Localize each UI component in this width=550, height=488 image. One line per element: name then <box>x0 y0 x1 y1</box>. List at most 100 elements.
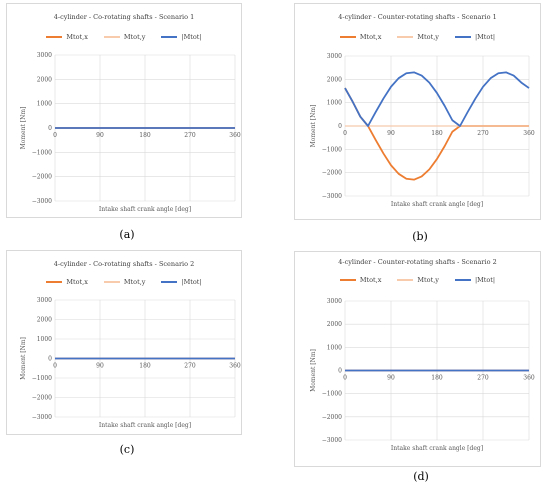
y-tick-label: 3000 <box>37 52 52 59</box>
y-axis-label: Moment [Nm] <box>20 107 27 150</box>
x-tick-label: 360 <box>523 375 535 382</box>
y-tick-label: 3000 <box>37 297 52 304</box>
y-tick-label: −3000 <box>32 414 52 421</box>
chart-panel-d: 4-cylinder - Counter-rotating shafts - S… <box>294 251 541 467</box>
x-tick-label: 180 <box>139 132 151 139</box>
legend-item-mtot-abs: |Mtot| <box>454 276 496 284</box>
legend-label: Mtot,x <box>66 33 88 41</box>
x-tick-label: 0 <box>53 363 57 370</box>
y-tick-label: 0 <box>338 123 342 130</box>
chart-panel-a: 4-cylinder - Co-rotating shafts - Scenar… <box>6 3 242 218</box>
legend-item-mtot-y: Mtot,y <box>103 33 146 41</box>
y-tick-label: 2000 <box>37 317 52 324</box>
y-tick-label: −2000 <box>32 395 52 402</box>
y-tick-label: −3000 <box>322 437 342 444</box>
x-axis-label: Intake shaft crank angle [deg] <box>99 206 191 213</box>
x-tick-label: 270 <box>477 130 489 137</box>
legend-item-mtot-abs: |Mtot| <box>161 33 202 41</box>
legend-item-mtot-x: Mtot,x <box>46 278 88 286</box>
legend-swatch <box>46 36 63 38</box>
y-tick-label: 1000 <box>327 344 342 351</box>
y-tick-label: 2000 <box>327 76 342 83</box>
y-axis-label: Moment [Nm] <box>310 349 317 392</box>
legend-swatch <box>46 281 63 283</box>
y-tick-label: −1000 <box>32 375 52 382</box>
x-tick-label: 270 <box>184 132 196 139</box>
chart-legend: Mtot,x Mtot,y |Mtot| <box>295 276 540 284</box>
x-tick-label: 90 <box>387 375 395 382</box>
y-tick-label: 1000 <box>37 101 52 108</box>
legend-swatch <box>103 36 120 38</box>
subfigure-label-c: (c) <box>119 443 135 456</box>
y-tick-label: 1000 <box>37 336 52 343</box>
series-mtot-abs <box>344 71 530 127</box>
x-tick-label: 360 <box>229 363 241 370</box>
legend-item-mtot-y: Mtot,y <box>397 276 439 284</box>
x-tick-label: 0 <box>343 375 347 382</box>
legend-item-mtot-y: Mtot,y <box>103 278 146 286</box>
y-tick-label: −2000 <box>322 414 342 421</box>
x-tick-label: 180 <box>431 375 443 382</box>
legend-label: Mtot,x <box>359 33 382 41</box>
y-tick-label: 3000 <box>327 298 342 305</box>
chart-title: 4-cylinder - Co-rotating shafts - Scenar… <box>53 260 195 268</box>
y-tick-label: 0 <box>48 356 52 363</box>
chart-legend: Mtot,x Mtot,y |Mtot| <box>7 33 241 41</box>
y-tick-label: 3000 <box>327 53 342 60</box>
legend-label: |Mtot| <box>181 33 202 41</box>
x-axis-label: Intake shaft crank angle [deg] <box>391 201 483 208</box>
legend-label: |Mtot| <box>474 33 496 41</box>
legend-label: Mtot,y <box>123 278 146 286</box>
y-tick-label: −2000 <box>32 174 52 181</box>
y-axis-label: Moment [Nm] <box>310 105 317 148</box>
y-tick-label: −3000 <box>32 198 52 205</box>
legend-swatch <box>103 281 120 283</box>
subfigure-label-d: (d) <box>413 470 429 483</box>
y-tick-label: 2000 <box>37 76 52 83</box>
chart-legend: Mtot,x Mtot,y |Mtot| <box>7 278 241 286</box>
subfigure-label-a: (a) <box>119 228 135 241</box>
legend-item-mtot-abs: |Mtot| <box>454 33 496 41</box>
chart-legend: Mtot,x Mtot,y |Mtot| <box>295 33 540 41</box>
legend-swatch <box>161 281 178 283</box>
legend-swatch <box>454 279 471 281</box>
chart-title: 4-cylinder - Counter-rotating shafts - S… <box>338 258 497 266</box>
chart-panel-b: 4-cylinder - Counter-rotating shafts - S… <box>294 3 541 220</box>
x-tick-label: 0 <box>53 132 57 139</box>
legend-label: Mtot,y <box>123 33 146 41</box>
legend-swatch <box>161 36 178 38</box>
legend-swatch <box>397 279 414 281</box>
legend-item-mtot-y: Mtot,y <box>397 33 439 41</box>
y-tick-label: 2000 <box>327 321 342 328</box>
x-tick-label: 0 <box>343 130 347 137</box>
x-tick-label: 360 <box>523 130 535 137</box>
y-tick-label: 1000 <box>327 100 342 107</box>
y-tick-label: −1000 <box>32 149 52 156</box>
legend-item-mtot-x: Mtot,x <box>46 33 88 41</box>
legend-swatch <box>454 36 471 38</box>
legend-label: Mtot,y <box>417 276 439 284</box>
legend-item-mtot-x: Mtot,x <box>339 276 382 284</box>
legend-label: |Mtot| <box>181 278 202 286</box>
x-tick-label: 90 <box>387 130 395 137</box>
chart-panel-c: 4-cylinder - Co-rotating shafts - Scenar… <box>6 250 242 435</box>
subfigure-label-b: (b) <box>412 230 428 243</box>
y-tick-label: 0 <box>48 125 52 132</box>
x-tick-label: 90 <box>96 132 104 139</box>
y-tick-label: 0 <box>338 368 342 375</box>
x-tick-label: 90 <box>96 363 104 370</box>
x-axis-label: Intake shaft crank angle [deg] <box>99 422 191 429</box>
y-tick-label: −2000 <box>322 170 342 177</box>
legend-label: |Mtot| <box>474 276 496 284</box>
x-tick-label: 270 <box>477 375 489 382</box>
y-tick-label: −1000 <box>322 146 342 153</box>
legend-label: Mtot,x <box>359 276 382 284</box>
chart-title: 4-cylinder - Counter-rotating shafts - S… <box>338 13 497 21</box>
legend-item-mtot-x: Mtot,x <box>339 33 382 41</box>
legend-swatch <box>339 279 356 281</box>
y-axis-label: Moment [Nm] <box>20 337 27 380</box>
